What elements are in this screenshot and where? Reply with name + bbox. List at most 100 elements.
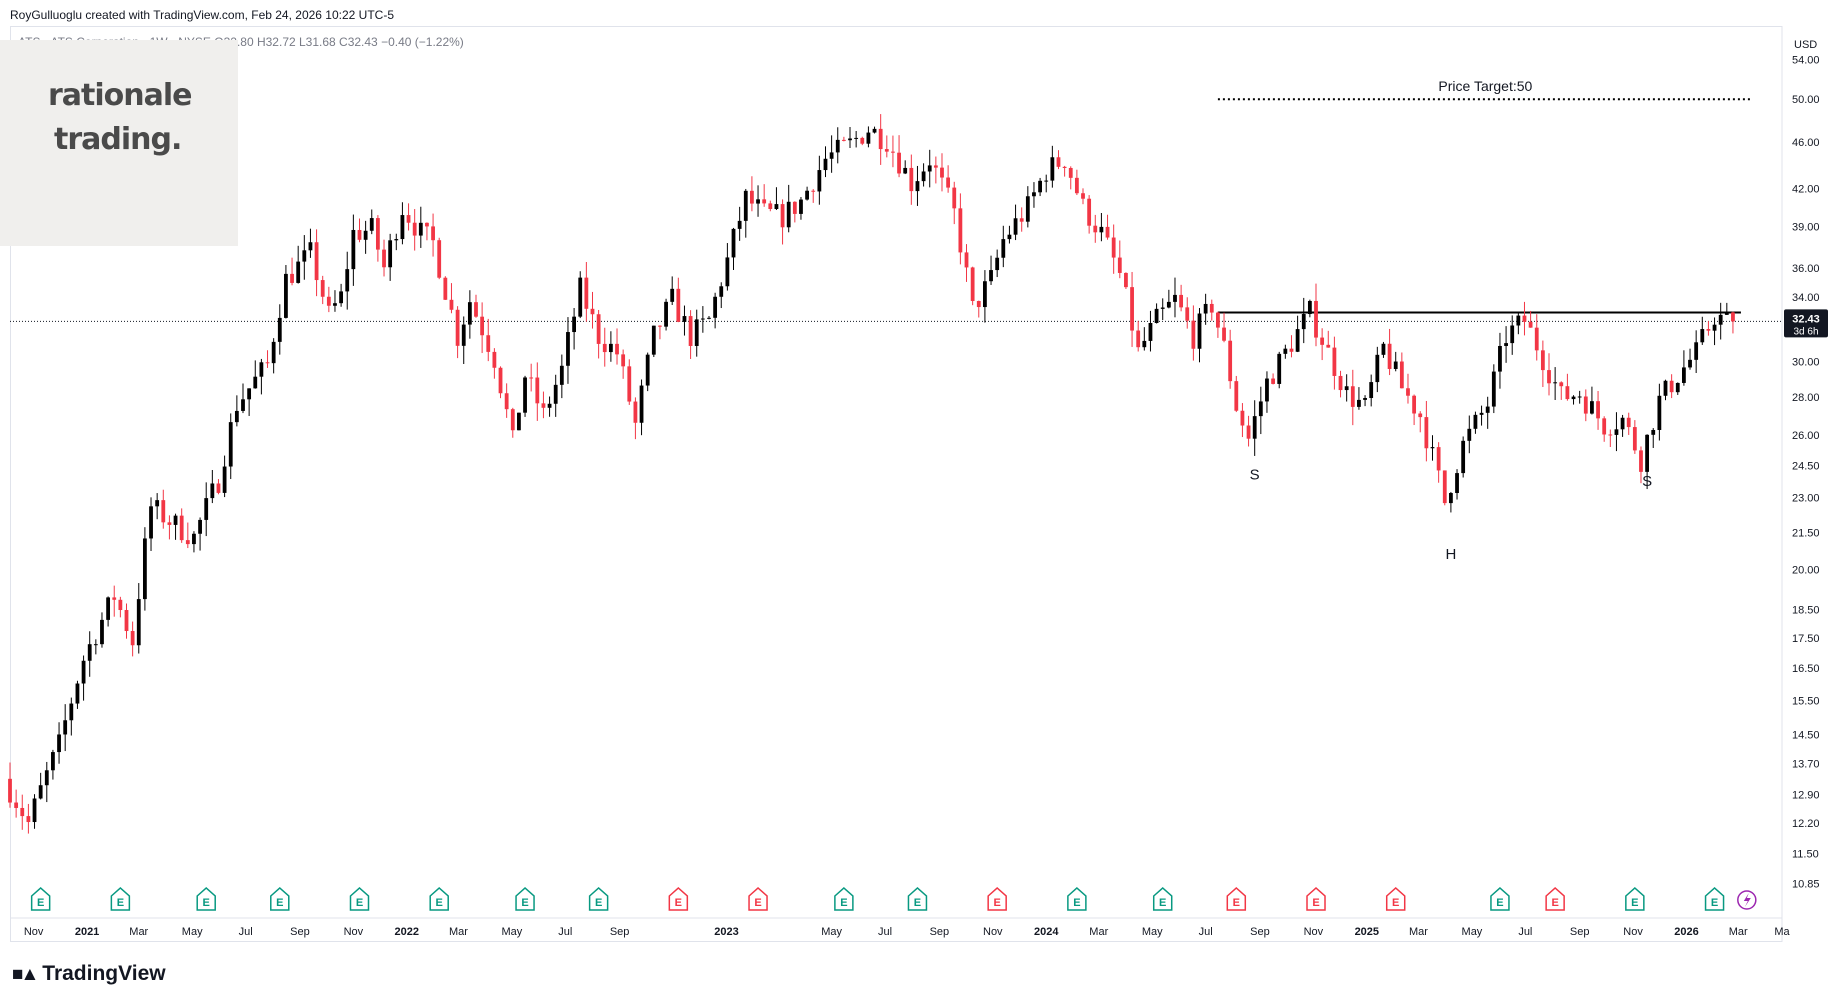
candle xyxy=(1246,415,1251,447)
earnings-icon-label: E xyxy=(840,897,847,909)
earnings-icon-label: E xyxy=(436,897,443,909)
earnings-icon[interactable]: E xyxy=(1067,886,1087,911)
earnings-icon-shape xyxy=(668,886,689,911)
candle xyxy=(1019,207,1024,232)
earnings-icon-shape xyxy=(1704,886,1725,911)
dividend-icon[interactable] xyxy=(1737,890,1757,910)
earnings-icon[interactable]: E xyxy=(349,886,370,911)
candle-body xyxy=(1197,313,1202,349)
candle xyxy=(848,126,852,149)
candle-body xyxy=(302,250,307,262)
price-tick-label: 12.20 xyxy=(1792,818,1820,830)
price-axis-bg xyxy=(1782,26,1835,942)
earnings-icon[interactable]: E xyxy=(668,886,689,911)
time-tick-label: May xyxy=(1142,926,1163,938)
earnings-icon[interactable]: E xyxy=(834,886,854,911)
earnings-icon[interactable]: E xyxy=(270,886,290,911)
candle xyxy=(167,515,172,540)
candle-body xyxy=(1203,303,1208,314)
earnings-icon[interactable]: E xyxy=(196,886,216,911)
candle-body xyxy=(566,332,570,366)
earnings-icon-label: E xyxy=(117,897,124,909)
candle-body xyxy=(449,299,454,310)
candle-body xyxy=(1510,325,1515,344)
candle-body xyxy=(1265,378,1269,402)
price-tick-label: 24.50 xyxy=(1792,460,1820,472)
earnings-icon[interactable]: E xyxy=(748,886,768,911)
chart-attribution: RoyGulluoglu created with TradingView.co… xyxy=(10,8,394,22)
candle xyxy=(1320,328,1325,361)
candle xyxy=(1694,330,1699,373)
earnings-icon[interactable]: E xyxy=(1152,886,1173,911)
candle xyxy=(1675,382,1680,395)
candle-body xyxy=(1602,418,1607,435)
candle xyxy=(651,325,656,358)
candle-body xyxy=(841,139,846,141)
candle xyxy=(1056,150,1061,170)
earnings-icon[interactable]: E xyxy=(907,886,928,911)
earnings-icon-label: E xyxy=(276,897,283,909)
candle-body xyxy=(1369,382,1374,399)
candle-body xyxy=(93,644,98,646)
candle-body xyxy=(259,362,264,377)
time-tick-label: Jul xyxy=(1199,926,1213,938)
candle-body xyxy=(1540,350,1545,371)
time-tick-label: Nov xyxy=(1304,926,1324,938)
candle-body xyxy=(1258,401,1263,417)
candle xyxy=(1038,177,1042,197)
earnings-icon[interactable]: E xyxy=(1625,886,1645,911)
candle xyxy=(1252,400,1257,456)
earnings-icon[interactable]: E xyxy=(30,886,51,911)
candle xyxy=(1326,330,1331,348)
candle xyxy=(1608,429,1613,448)
candle xyxy=(38,772,43,800)
candle xyxy=(253,360,258,389)
earnings-icon[interactable]: E xyxy=(1226,886,1247,911)
time-tick-label: Jul xyxy=(239,926,253,938)
candle xyxy=(737,206,742,241)
earnings-icon[interactable]: E xyxy=(515,886,535,911)
candle xyxy=(161,489,166,529)
watermark-line1: rationale xyxy=(48,78,193,113)
candle xyxy=(700,306,705,333)
earnings-icon[interactable]: E xyxy=(1385,886,1406,911)
earnings-icon[interactable]: E xyxy=(110,886,131,911)
earnings-icon[interactable]: E xyxy=(1704,886,1725,911)
candle xyxy=(1712,317,1717,346)
candle xyxy=(44,761,49,803)
candle-body xyxy=(958,208,963,253)
candle xyxy=(1473,411,1478,434)
earnings-icon[interactable]: E xyxy=(429,886,449,911)
candle-body xyxy=(1590,401,1594,414)
candle-body xyxy=(903,167,908,174)
earnings-icon[interactable]: E xyxy=(1306,886,1326,911)
candle xyxy=(1448,491,1453,513)
earnings-icon[interactable]: E xyxy=(1545,886,1565,911)
candle xyxy=(1307,299,1312,318)
earnings-icon[interactable]: E xyxy=(1490,886,1510,911)
candle xyxy=(1166,289,1171,309)
candle-body xyxy=(1222,327,1226,341)
candle xyxy=(394,233,399,251)
candle-body xyxy=(535,377,540,404)
candle-body xyxy=(57,734,61,753)
candle-body xyxy=(425,222,429,227)
candle-body xyxy=(792,201,797,214)
candle-body xyxy=(780,204,785,228)
candle xyxy=(645,352,650,392)
price-tick-label: 10.85 xyxy=(1792,878,1820,890)
earnings-icon[interactable]: E xyxy=(588,886,609,911)
tradingview-logo[interactable]: ■▲ TradingView xyxy=(12,962,166,986)
candle-body xyxy=(1344,386,1349,391)
earnings-icon[interactable]: E xyxy=(987,886,1007,911)
time-tick-label: May xyxy=(182,926,203,938)
candle-body xyxy=(737,220,742,229)
candle-body xyxy=(1399,361,1404,389)
candle xyxy=(1442,470,1447,506)
candle-body xyxy=(584,277,589,309)
candle-body xyxy=(1436,447,1441,471)
candle xyxy=(1626,412,1631,435)
candle xyxy=(682,305,687,336)
